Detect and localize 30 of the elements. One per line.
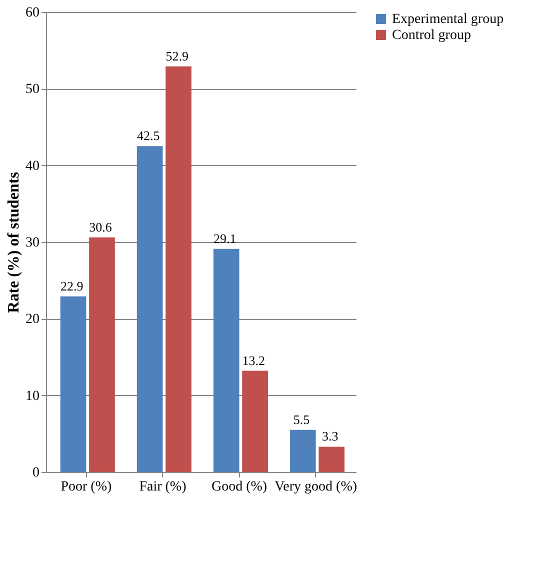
y-tick-label: 10	[26, 388, 40, 404]
y-tick-label: 20	[26, 312, 40, 328]
bar	[166, 66, 192, 472]
data-label: 29.1	[214, 230, 236, 246]
y-tick-label: 50	[26, 82, 40, 98]
bar	[60, 296, 86, 472]
bar	[318, 446, 345, 472]
data-label: 3.3	[322, 428, 338, 444]
y-tick-label: 60	[26, 6, 40, 20]
y-tick-label: 40	[26, 158, 40, 174]
bar	[290, 430, 316, 472]
y-tick-label: 0	[32, 466, 40, 480]
data-label: 30.6	[89, 219, 112, 234]
y-tick-label: 30	[26, 236, 40, 250]
data-label: 13.2	[242, 352, 265, 368]
data-label: 52.9	[166, 48, 188, 64]
x-tick-label: Fair (%)	[139, 480, 187, 494]
legend-label: Experimental group	[392, 12, 504, 27]
legend-label: Control group	[392, 28, 471, 43]
y-axis-title: Rate (%) of students	[6, 172, 22, 313]
data-label: 5.5	[293, 412, 310, 427]
bar	[242, 370, 268, 472]
bar	[136, 146, 163, 472]
x-tick-label: Poor (%)	[60, 480, 112, 494]
x-tick-label: Very good (%)	[274, 480, 358, 494]
data-label: 22.9	[60, 278, 84, 294]
x-tick-label: Good (%)	[211, 480, 268, 494]
bar	[213, 248, 240, 472]
bar	[89, 237, 115, 472]
data-label: 42.5	[137, 128, 160, 144]
